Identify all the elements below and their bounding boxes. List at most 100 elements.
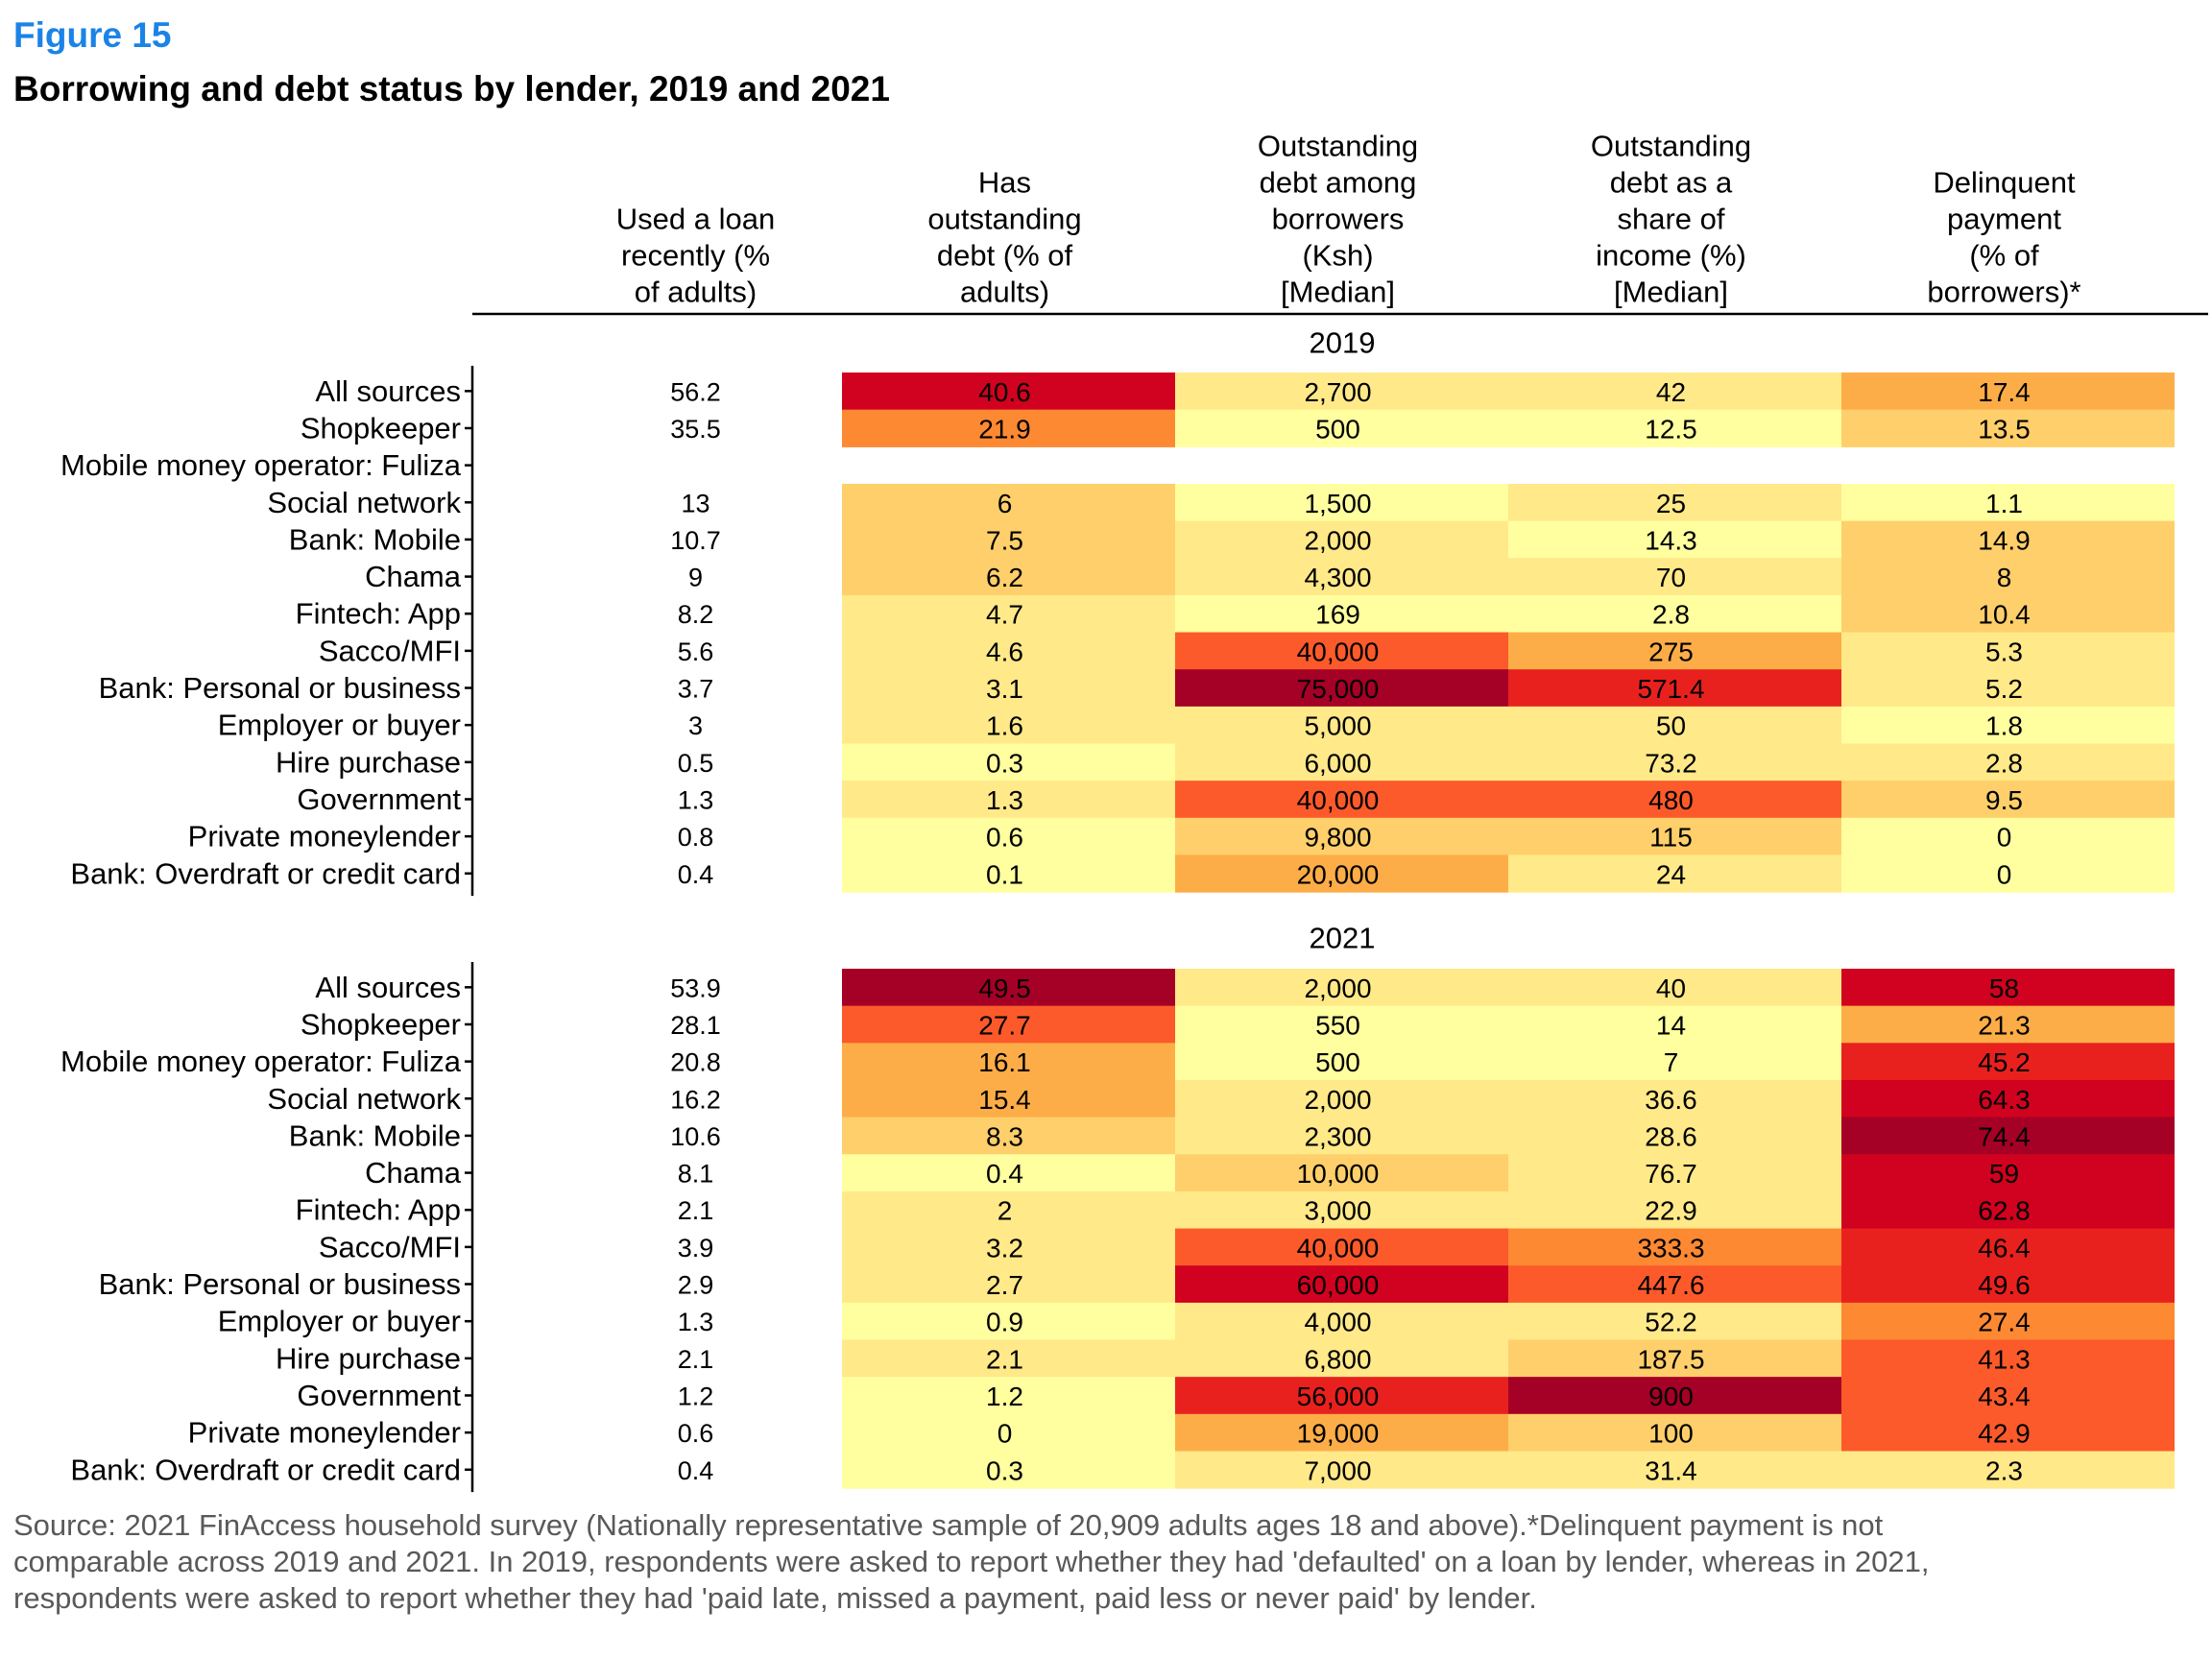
cell-value-label: 1.3 xyxy=(986,785,1023,815)
heatmap-cell xyxy=(842,1302,1175,1341)
cell-value-label: 2.1 xyxy=(678,1196,714,1225)
cell-value-label: 0.3 xyxy=(986,1455,1023,1485)
cell-value-label: 16.1 xyxy=(978,1047,1031,1077)
row-label: Fintech: App xyxy=(296,597,461,631)
heatmap-cell xyxy=(842,1117,1175,1155)
heatmap-cell xyxy=(842,669,1175,708)
column-header-line: outstanding xyxy=(927,203,1081,236)
cell-value-label: 76.7 xyxy=(1645,1159,1697,1189)
cell-value-label: 10.4 xyxy=(1978,600,2031,630)
heatmap-cell xyxy=(1175,669,1508,708)
cell-value-label: 2,000 xyxy=(1304,525,1371,555)
column-header-line: (% of xyxy=(1969,239,2039,273)
cell-value-label: 27.7 xyxy=(978,1010,1031,1040)
cell-value-label: 169 xyxy=(1315,600,1360,630)
cell-value-label: 2 xyxy=(998,1196,1013,1226)
heatmap-cell xyxy=(1508,743,1841,781)
cell-value-label: 187.5 xyxy=(1637,1344,1704,1374)
heatmap-cell xyxy=(1841,669,2175,708)
cell-value-label: 2.9 xyxy=(678,1271,714,1300)
heatmap-cell xyxy=(1175,594,1508,634)
heatmap-cell xyxy=(842,817,1175,856)
cell-value-label: 70 xyxy=(1656,563,1686,592)
heatmap-cell xyxy=(1841,409,2175,447)
cell-value-label: 8.3 xyxy=(986,1121,1023,1151)
cell-value-label: 9.5 xyxy=(1985,785,2023,815)
cell-value-label: 900 xyxy=(1648,1382,1694,1411)
heatmap-cell xyxy=(842,373,1175,411)
cell-value-label: 5.2 xyxy=(1985,674,2023,704)
row-label: Sacco/MFI xyxy=(319,1230,461,1263)
cell-value-label: 3.7 xyxy=(678,675,714,704)
cell-value-label: 45.2 xyxy=(1978,1047,2031,1077)
heatmap-cell xyxy=(842,781,1175,819)
cell-value-label: 0 xyxy=(1997,823,2012,853)
cell-value-label: 49.6 xyxy=(1978,1270,2031,1300)
heatmap-cell xyxy=(1175,1451,1508,1489)
source-caption: Source: 2021 FinAccess household survey … xyxy=(13,1508,1930,1615)
cell-value-label: 3.9 xyxy=(678,1234,714,1262)
heatmap-cell xyxy=(1508,817,1841,856)
cell-value-label: 7.5 xyxy=(986,525,1023,555)
heatmap-cell xyxy=(1508,1302,1841,1341)
cell-value-label: 10.7 xyxy=(670,526,721,555)
heatmap-cell xyxy=(1175,817,1508,856)
cell-value-label: 0.5 xyxy=(678,749,714,778)
heatmap-cell xyxy=(842,1079,1175,1118)
column-header-line: [Median] xyxy=(1614,276,1728,309)
cell-value-label: 550 xyxy=(1315,1010,1360,1040)
column-header-line: of adults) xyxy=(635,276,757,309)
cell-value-label: 40,000 xyxy=(1297,1233,1380,1262)
column-header-line: [Median] xyxy=(1281,276,1395,309)
heatmap-cell xyxy=(1175,743,1508,781)
cell-value-label: 42 xyxy=(1656,377,1686,407)
row-label: Chama xyxy=(365,560,462,593)
heatmap-cell xyxy=(1175,520,1508,559)
cell-value-label: 1.3 xyxy=(678,1308,714,1336)
cell-value-label: 56,000 xyxy=(1297,1382,1380,1411)
cell-value-label: 75,000 xyxy=(1297,674,1380,704)
cell-value-label: 6.2 xyxy=(986,563,1023,592)
heatmap-cell xyxy=(842,1451,1175,1489)
cell-value-label: 500 xyxy=(1315,414,1360,444)
cell-value-label: 14.3 xyxy=(1645,525,1697,555)
cell-value-label: 24 xyxy=(1656,859,1686,889)
heatmap-cell xyxy=(1175,1117,1508,1155)
heatmap-cell xyxy=(1175,558,1508,596)
heatmap-cell xyxy=(1841,1413,2175,1453)
column-header-line: (Ksh) xyxy=(1302,239,1373,273)
heatmap-cell xyxy=(842,1154,1175,1192)
cell-value-label: 8.1 xyxy=(678,1160,714,1189)
cell-value-label: 5.3 xyxy=(1985,637,2023,666)
cell-value-label: 1.1 xyxy=(1985,489,2023,518)
column-header-line: Outstanding xyxy=(1591,130,1751,163)
row-label: Chama xyxy=(365,1156,462,1190)
cell-value-label: 22.9 xyxy=(1645,1196,1697,1226)
cell-value-label: 50 xyxy=(1656,711,1686,741)
cell-value-label: 0.1 xyxy=(986,859,1023,889)
heatmap-cell xyxy=(1508,854,1841,893)
cell-value-label: 7 xyxy=(1664,1047,1679,1077)
heatmap-cell xyxy=(1508,1339,1841,1378)
heatmap-cell xyxy=(1508,1228,1841,1266)
row-label: Fintech: App xyxy=(296,1193,461,1227)
cell-value-label: 60,000 xyxy=(1297,1270,1380,1300)
heatmap-cell xyxy=(1508,969,1841,1007)
cell-value-label: 4.6 xyxy=(986,637,1023,666)
heatmap-cell xyxy=(1175,1339,1508,1378)
heatmap-cell xyxy=(1508,1154,1841,1192)
heatmap-cell xyxy=(1175,1413,1508,1453)
column-header-line: income (%) xyxy=(1596,239,1746,273)
cell-value-label: 2.8 xyxy=(1985,748,2023,778)
heatmap-cell xyxy=(842,409,1175,447)
cell-value-label: 43.4 xyxy=(1978,1382,2031,1411)
cell-value-label: 3,000 xyxy=(1304,1196,1371,1226)
cell-value-label: 13.5 xyxy=(1978,414,2031,444)
heatmap-cell xyxy=(1508,483,1841,522)
cell-value-label: 0.6 xyxy=(986,823,1023,853)
cell-value-label: 3.2 xyxy=(986,1233,1023,1262)
cell-value-label: 2.7 xyxy=(986,1270,1023,1300)
heatmap-cell xyxy=(1841,1302,2175,1341)
cell-value-label: 53.9 xyxy=(670,974,721,1002)
cell-value-label: 12.5 xyxy=(1645,414,1697,444)
